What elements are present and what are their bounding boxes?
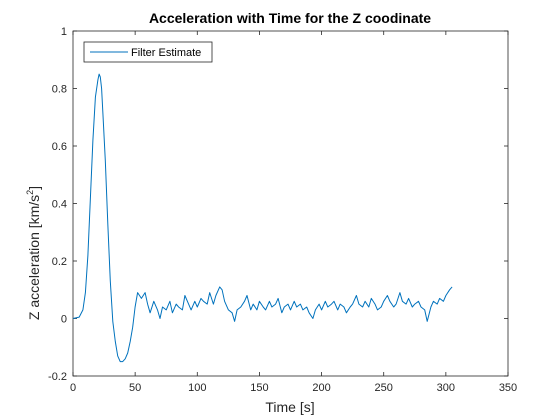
legend-label: Filter Estimate (131, 47, 201, 59)
y-axis-label-tail: ] (26, 186, 42, 190)
y-axis-ticks: -0.2 0 0.2 0.4 0.6 0.8 1 (48, 26, 508, 383)
x-axis-ticks: 0 50 100 150 200 250 300 350 (70, 31, 517, 394)
y-axis-label: Z acceleration [km/s2] (25, 186, 42, 320)
y-tick-label: 0.8 (52, 84, 67, 96)
y-axis-label-main: Z acceleration [km/s (26, 195, 42, 320)
y-tick-label: 0 (61, 314, 67, 326)
x-tick-label: 50 (129, 382, 141, 394)
y-tick-label: 0.6 (52, 141, 67, 153)
legend-box (83, 41, 213, 63)
y-tick-label: -0.2 (48, 371, 67, 383)
legend: Filter Estimate (83, 41, 213, 63)
x-tick-label: 0 (70, 382, 76, 394)
y-tick-label: 1 (61, 26, 67, 38)
y-axis-label-superscript: 2 (25, 190, 35, 195)
x-tick-label: 350 (499, 382, 517, 394)
x-tick-label: 300 (437, 382, 455, 394)
x-tick-label: 200 (312, 382, 330, 394)
x-tick-label: 100 (188, 382, 206, 394)
series-line-filter-estimate (72, 73, 453, 363)
x-tick-label: 150 (250, 382, 268, 394)
plot-area (72, 30, 509, 377)
y-tick-label: 0.2 (52, 256, 67, 268)
chart-title: Acceleration with Time for the Z coodina… (149, 10, 431, 26)
x-axis-label: Time [s] (265, 399, 314, 415)
x-tick-label: 250 (375, 382, 393, 394)
y-tick-label: 0.4 (52, 199, 67, 211)
